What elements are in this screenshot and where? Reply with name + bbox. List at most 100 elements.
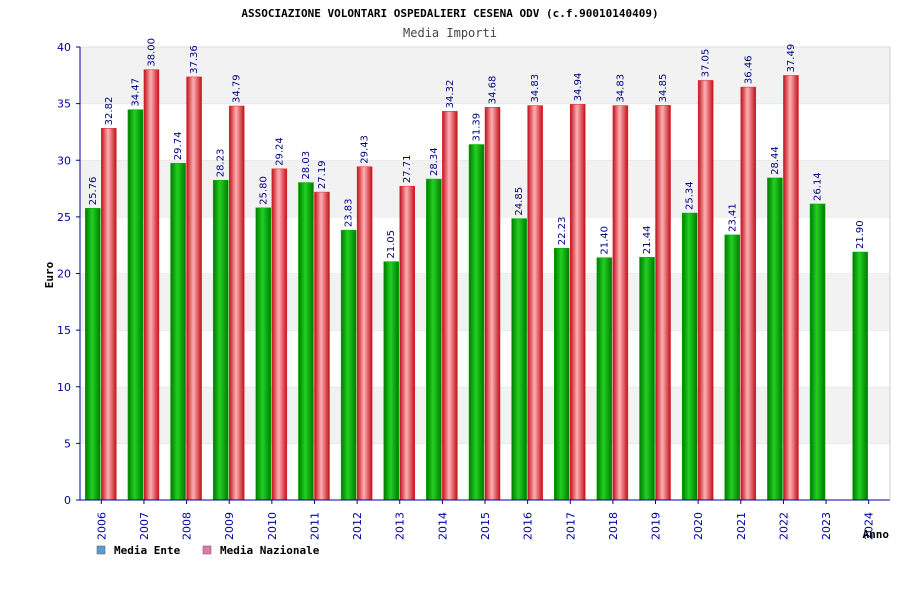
data-label: 34.83: [530, 74, 541, 103]
data-label: 34.94: [573, 73, 584, 102]
data-label: 37.36: [189, 45, 200, 74]
data-label: 32.82: [104, 97, 115, 126]
bar-media-nazionale: [143, 69, 160, 501]
data-label: 38.00: [146, 38, 157, 67]
x-tick-label: 2016: [522, 512, 535, 540]
data-label: 28.03: [301, 151, 312, 180]
bar-media-nazionale: [697, 80, 714, 501]
y-tick-label: 40: [57, 41, 71, 54]
y-axis-label: Euro: [43, 261, 56, 288]
x-tick-label: 2008: [181, 512, 194, 540]
data-label: 34.85: [658, 74, 669, 103]
x-tick-label: 2007: [138, 512, 151, 540]
bar-media-nazionale: [186, 76, 202, 501]
data-label: 21.05: [386, 230, 397, 259]
data-label: 34.32: [445, 80, 456, 109]
data-label: 23.41: [727, 203, 738, 232]
y-tick-label: 10: [57, 381, 71, 394]
x-tick-label: 2021: [735, 512, 748, 540]
data-label: 37.49: [786, 44, 797, 73]
data-label: 29.43: [360, 135, 371, 164]
bar-media-nazionale: [655, 105, 671, 501]
x-tick-label: 2018: [607, 512, 620, 540]
x-tick-label: 2006: [95, 512, 108, 540]
data-label: 28.34: [429, 147, 440, 176]
data-labels-layer: 25.76 32.82 34.47 38.00 29.74 37.36 28.23 34.79…: [88, 38, 866, 259]
bar-media-nazionale: [399, 185, 415, 501]
bar-media-nazionale: [612, 105, 629, 501]
legend-label: Media Nazionale: [220, 544, 320, 557]
data-label: 23.83: [344, 198, 355, 227]
x-tick-label: 2015: [479, 512, 492, 540]
bar-media-nazionale: [314, 191, 330, 501]
x-tick-label: 2012: [351, 512, 364, 540]
bar-media-nazionale: [740, 86, 757, 501]
bar-media-nazionale: [484, 106, 501, 501]
y-tick-label: 5: [64, 437, 71, 450]
legend: Media Ente Media Nazionale: [96, 544, 320, 557]
data-label: 28.44: [770, 146, 781, 175]
x-tick-label: 2022: [777, 512, 790, 540]
data-label: 27.71: [402, 155, 413, 184]
axes-layer: 0 5 10 15 20 25 30 35 40 2006 2007 2008 2009 2010 2011…: [57, 41, 891, 540]
x-tick-label: 2023: [820, 512, 833, 540]
data-label: 34.79: [232, 74, 243, 103]
bar-media-ente: [724, 234, 741, 501]
data-label: 24.85: [514, 187, 525, 216]
bar-media-ente: [809, 203, 826, 501]
bar-media-ente: [767, 177, 783, 501]
bar-media-nazionale: [527, 105, 543, 501]
bar-media-ente: [596, 257, 613, 501]
bar-media-nazionale: [570, 104, 586, 501]
x-tick-label: 2014: [436, 512, 449, 540]
data-label: 34.68: [488, 76, 499, 105]
bar-media-ente: [426, 178, 442, 501]
data-label: 29.74: [173, 132, 184, 161]
bar-media-nazionale: [442, 111, 458, 501]
bar-media-nazionale: [271, 168, 288, 501]
bar-media-ente: [383, 261, 399, 501]
bar-media-ente: [298, 182, 314, 501]
legend-label: Media Ente: [114, 544, 181, 557]
data-label: 28.23: [216, 149, 227, 178]
legend-swatch: [202, 545, 212, 555]
bar-media-ente: [468, 144, 485, 501]
chart-title: ASSOCIAZIONE VOLONTARI OSPEDALIERI CESEN…: [241, 7, 658, 20]
data-label: 34.83: [615, 74, 626, 103]
x-tick-label: 2009: [223, 512, 236, 540]
x-tick-label: 2011: [308, 512, 321, 540]
data-label: 25.34: [685, 181, 696, 210]
data-label: 34.47: [130, 78, 141, 107]
x-axis-label: Anno: [863, 528, 890, 541]
x-tick-label: 2019: [650, 512, 663, 540]
x-tick-label: 2010: [266, 512, 279, 540]
chart-subtitle: Media Importi: [403, 26, 497, 40]
data-label: 31.39: [472, 113, 483, 142]
bar-media-ente: [170, 162, 186, 501]
x-tick-label: 2013: [394, 512, 407, 540]
bar-media-nazionale: [101, 128, 117, 501]
data-label: 29.24: [274, 137, 285, 166]
y-tick-label: 25: [57, 211, 71, 224]
data-label: 37.05: [701, 49, 712, 78]
bar-media-nazionale: [228, 105, 245, 501]
bar-media-nazionale: [356, 166, 373, 501]
y-tick-label: 15: [57, 324, 71, 337]
y-tick-label: 35: [57, 98, 71, 111]
data-label: 27.19: [317, 160, 328, 189]
bar-media-ente: [85, 208, 101, 501]
data-label: 25.80: [258, 176, 269, 205]
data-label: 25.76: [88, 177, 99, 206]
bar-media-ente: [212, 180, 229, 501]
bar-media-ente: [681, 212, 698, 501]
data-label: 21.44: [642, 226, 653, 255]
data-label: 22.23: [557, 217, 568, 246]
legend-swatch: [96, 545, 106, 555]
bar-media-ente: [255, 207, 272, 501]
y-tick-label: 30: [57, 154, 71, 167]
x-tick-label: 2017: [564, 512, 577, 540]
data-label: 26.14: [813, 172, 824, 201]
data-label: 36.46: [743, 55, 754, 84]
